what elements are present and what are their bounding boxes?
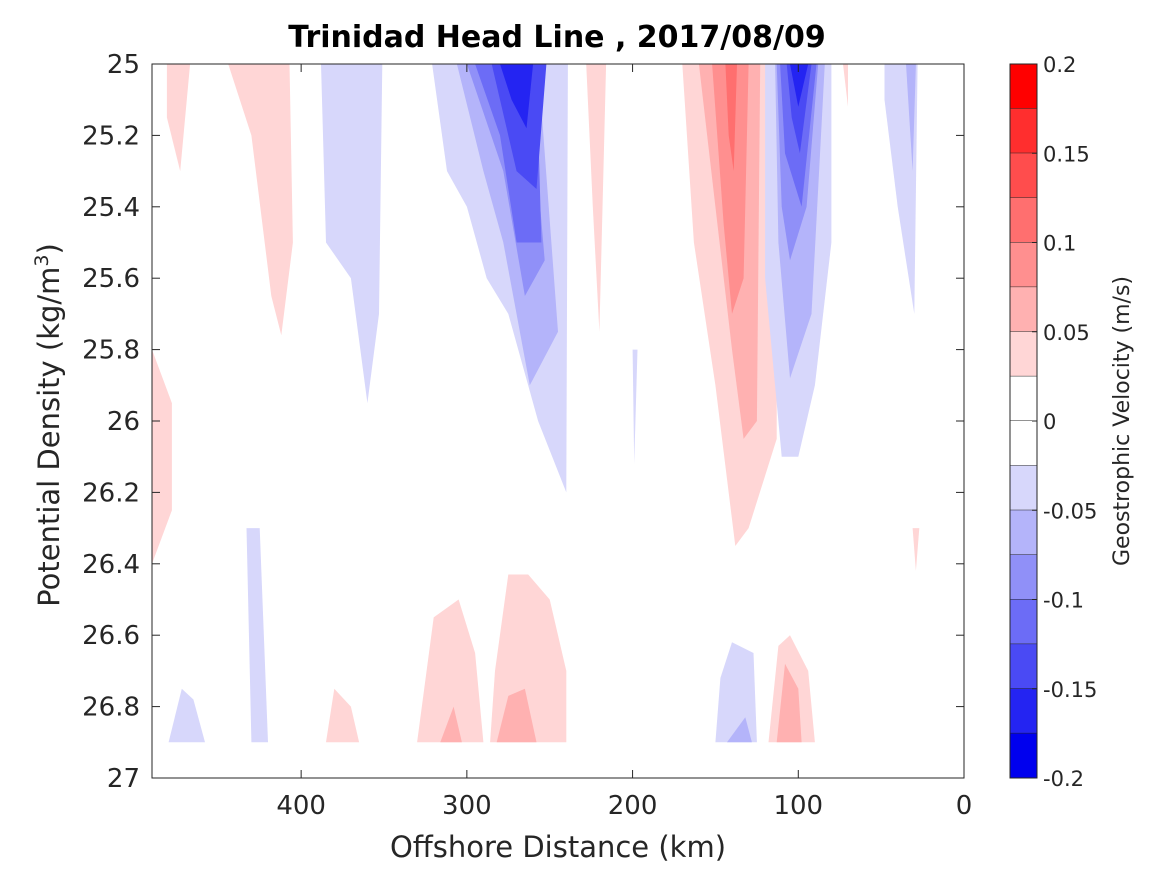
colorbar-level-11 xyxy=(1010,554,1037,600)
colorbar-level-2 xyxy=(1010,153,1037,198)
x-axis-label: Offshore Distance (km) xyxy=(390,830,726,864)
x-tick-label-0: 400 xyxy=(276,791,326,821)
contour-region-33 xyxy=(491,64,547,189)
contour-region-22 xyxy=(246,528,268,743)
colorbar xyxy=(1010,64,1037,779)
colorbar-tick-label-8: -0.2 xyxy=(1043,767,1084,791)
y-tick-label-7: 26.4 xyxy=(82,550,140,580)
y-tick-label-3: 25.6 xyxy=(82,264,140,294)
y-tick-label-5: 26 xyxy=(107,407,140,437)
colorbar-level-13 xyxy=(1010,644,1037,689)
contour-region-8 xyxy=(417,599,484,743)
y-tick-label-8: 26.6 xyxy=(82,621,140,651)
x-tick-label-3: 100 xyxy=(773,791,823,821)
y-axis-label-close: ) xyxy=(32,243,66,254)
contour-region-2 xyxy=(152,349,172,564)
contour-region-20 xyxy=(884,64,918,314)
colorbar-tick-label-0: 0.2 xyxy=(1043,53,1076,77)
y-tick-label-6: 26.2 xyxy=(82,478,140,508)
contour-region-36 xyxy=(790,64,809,107)
y-tick-labels: 25 25.2 25.4 25.6 25.8 26 26.2 26.4 26.6 26.8 27 xyxy=(82,50,140,794)
y-tick-label-4: 25.8 xyxy=(82,336,140,366)
y-tick-label-2: 25.4 xyxy=(82,193,140,223)
colorbar-level-12 xyxy=(1010,599,1037,645)
colorbar-level-5 xyxy=(1010,287,1037,332)
colorbar-ticks: 0.2 0.15 0.1 0.05 0 -0.05 -0.1 -0.15 -0.2 xyxy=(1032,53,1097,791)
colorbar-tick-label-4: 0 xyxy=(1043,410,1056,434)
colorbar-level-15 xyxy=(1010,733,1037,778)
colorbar-level-0 xyxy=(1010,64,1037,109)
colorbar-tick-label-1: 0.15 xyxy=(1043,142,1090,166)
colorbar-tick-label-7: -0.15 xyxy=(1043,678,1097,702)
x-tick-label-2: 200 xyxy=(608,791,658,821)
contour-region-1 xyxy=(228,64,293,336)
contour-region-16 xyxy=(725,64,737,172)
x-tick-label-1: 300 xyxy=(442,791,492,821)
x-tick-labels: 400 300 200 100 0 xyxy=(276,791,972,821)
contour-region-14 xyxy=(776,663,802,743)
contour-region-24 xyxy=(715,642,757,743)
contour-region-21 xyxy=(632,349,638,464)
colorbar-level-7 xyxy=(1010,376,1037,421)
contour-region-23 xyxy=(168,688,205,743)
colorbar-level-4 xyxy=(1010,242,1037,288)
y-tick-label-0: 25 xyxy=(107,50,140,80)
contour-region-13 xyxy=(496,688,537,743)
colorbar-level-8 xyxy=(1010,421,1037,466)
colorbar-level-10 xyxy=(1010,510,1037,555)
contour-region-28 xyxy=(727,717,752,743)
y-tick-label-10: 27 xyxy=(107,764,140,794)
contour-region-5 xyxy=(843,64,848,107)
contour-region-15 xyxy=(712,64,749,314)
chart-title: Trinidad Head Line , 2017/08/09 xyxy=(288,20,825,55)
colorbar-level-1 xyxy=(1010,108,1037,154)
contour-region-17 xyxy=(321,64,383,404)
contour-region-3 xyxy=(586,64,607,332)
contour-region-0 xyxy=(166,64,191,172)
y-tick-label-9: 26.8 xyxy=(82,693,140,723)
colorbar-level-3 xyxy=(1010,197,1037,243)
colorbar-tick-label-2: 0.1 xyxy=(1043,232,1076,256)
colorbar-tick-label-6: -0.1 xyxy=(1043,589,1084,613)
y-axis-label-superscript: 3 xyxy=(31,254,53,266)
colorbar-tick-label-5: -0.05 xyxy=(1043,499,1097,523)
contour-region-7 xyxy=(326,688,360,743)
contour-fills xyxy=(152,64,920,743)
plot-frame xyxy=(151,63,965,779)
colorbar-label: Geostrophic Velocity (m/s) xyxy=(1110,276,1135,566)
colorbar-level-9 xyxy=(1010,465,1037,511)
y-axis-label: Potential Density (kg/m3) xyxy=(31,243,66,607)
y-tick-label-1: 25.2 xyxy=(82,121,140,151)
contour-region-27 xyxy=(906,64,916,172)
contour-region-12 xyxy=(440,706,462,743)
colorbar-level-14 xyxy=(1010,688,1037,734)
contour-region-34 xyxy=(786,64,812,154)
y-axis-label-main: Potential Density (kg/m xyxy=(32,267,66,607)
x-tick-label-4: 0 xyxy=(956,791,973,821)
colorbar-tick-label-3: 0.05 xyxy=(1043,321,1090,345)
contour-region-6 xyxy=(912,528,920,571)
colorbar-level-6 xyxy=(1010,331,1037,377)
contour-region-35 xyxy=(500,64,534,129)
